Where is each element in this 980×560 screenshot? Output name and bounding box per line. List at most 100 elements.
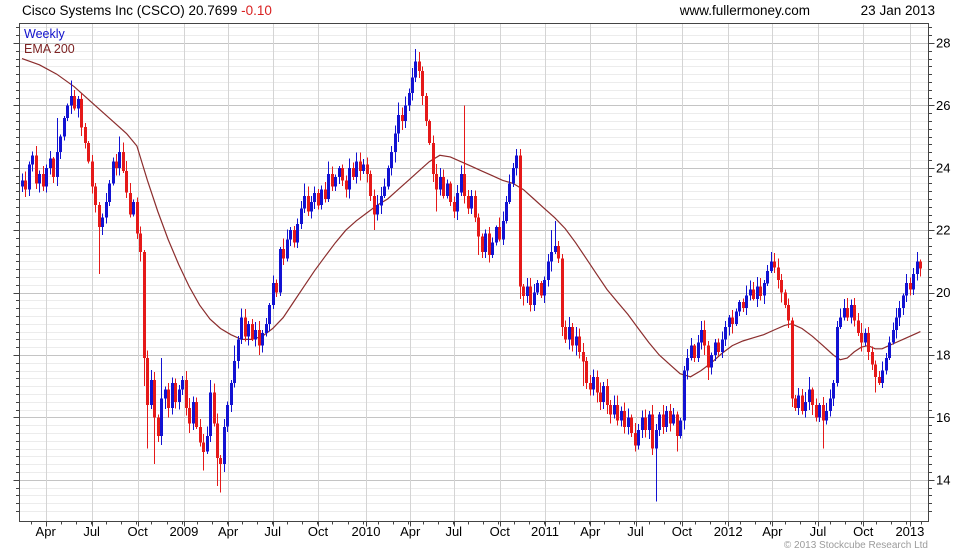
candle — [634, 433, 637, 446]
candle — [912, 273, 915, 290]
candle — [42, 174, 45, 187]
candle — [787, 305, 790, 321]
candle — [105, 202, 108, 218]
candle — [703, 330, 706, 346]
candle — [596, 376, 599, 393]
x-axis-tick-label: 2009 — [169, 524, 198, 539]
x-axis-tick-label: Jul — [83, 524, 100, 539]
candle — [394, 133, 397, 153]
candle — [578, 336, 581, 352]
candle — [376, 205, 379, 215]
candle — [878, 376, 881, 383]
candle — [251, 323, 254, 340]
candle — [404, 105, 407, 121]
candle — [867, 333, 870, 352]
candle — [174, 383, 177, 402]
website-link[interactable]: www.fullermoney.com — [679, 3, 810, 18]
candle — [178, 389, 181, 402]
candle — [275, 283, 278, 293]
candle — [265, 323, 268, 334]
candle — [171, 383, 174, 409]
candle — [700, 330, 703, 343]
candle — [568, 326, 571, 340]
candle — [589, 383, 592, 390]
candle — [846, 308, 849, 318]
candle — [303, 195, 306, 209]
candle — [853, 305, 856, 321]
candle — [763, 283, 766, 296]
candle — [554, 245, 557, 252]
candle — [216, 423, 219, 458]
candle — [293, 230, 296, 243]
candle — [449, 183, 452, 203]
y-axis-tick-label: 22 — [936, 223, 950, 238]
candle — [247, 323, 250, 337]
candle — [414, 61, 417, 78]
candle — [439, 177, 442, 190]
y-axis-tick-label: 24 — [936, 160, 950, 175]
copyright-notice: © 2013 Stockcube Research Ltd — [783, 540, 928, 551]
candle — [223, 426, 226, 465]
x-axis-tick-label: 2011 — [531, 524, 559, 539]
candle — [829, 398, 832, 412]
ema-line — [21, 58, 921, 378]
candle — [150, 380, 153, 405]
candle — [59, 136, 62, 153]
candle — [505, 202, 508, 221]
candle — [226, 404, 229, 427]
candle — [648, 414, 651, 430]
candle — [112, 161, 115, 184]
candle — [717, 342, 720, 352]
candle — [28, 164, 31, 190]
candle — [609, 404, 612, 415]
candle — [585, 361, 588, 383]
candle — [341, 167, 344, 181]
candle — [56, 152, 59, 178]
candle — [122, 152, 125, 171]
candle — [905, 283, 908, 296]
candle — [320, 189, 323, 206]
candle — [73, 96, 76, 109]
candle — [383, 186, 386, 196]
candle — [143, 252, 146, 359]
candle — [192, 401, 195, 424]
x-axis-tick-label: Oct — [490, 524, 511, 539]
candle — [31, 155, 34, 165]
candle — [710, 355, 713, 368]
candle — [533, 292, 536, 306]
candle — [672, 414, 675, 424]
x-axis-tick-label: 2013 — [895, 524, 924, 539]
instrument-name-price: Cisco Systems Inc (CSCO) 20.7699 — [22, 3, 242, 18]
candle — [38, 174, 41, 184]
candle — [641, 417, 644, 430]
candle — [118, 152, 121, 168]
candle — [49, 158, 52, 168]
candle — [857, 320, 860, 334]
candle — [749, 289, 752, 296]
candle — [324, 189, 327, 199]
candle — [425, 96, 428, 121]
candle — [898, 308, 901, 318]
candle — [84, 127, 87, 143]
candle — [52, 158, 55, 178]
y-axis-tick-label: 26 — [936, 98, 950, 113]
x-axis-tick-label: 2012 — [714, 524, 743, 539]
candle — [237, 339, 240, 362]
x-axis-tick-label: Jul — [627, 524, 644, 539]
candle — [536, 283, 539, 293]
candle — [206, 436, 209, 452]
candle — [369, 174, 372, 196]
candle — [797, 395, 800, 409]
candle — [731, 317, 734, 324]
y-axis-tick-label: 18 — [936, 348, 950, 363]
candle — [80, 99, 83, 128]
axis-frame-and-ticks — [13, 23, 935, 527]
candle — [282, 248, 285, 259]
x-axis-tick-label: Oct — [672, 524, 693, 539]
candle — [87, 142, 90, 162]
candle — [780, 280, 783, 293]
candle — [620, 411, 623, 421]
candle — [418, 61, 421, 72]
candle — [801, 395, 804, 412]
